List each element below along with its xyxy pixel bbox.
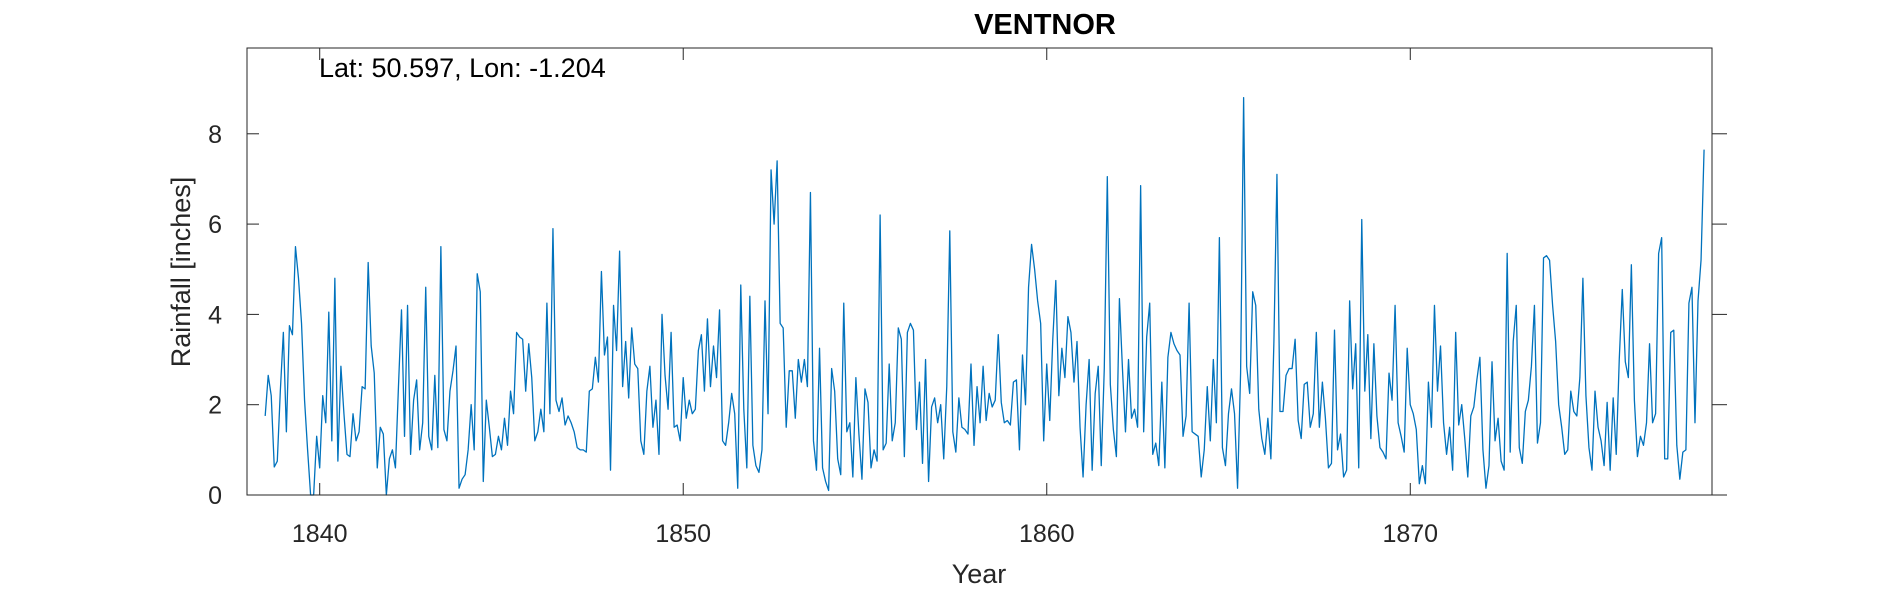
location-annotation: Lat: 50.597, Lon: -1.204 [319,53,606,83]
plot-area-border [246,47,1713,496]
x-tick-label: 1840 [292,520,348,548]
axis-tick-labels: 1840 1850 1860 1870 0 2 4 6 8 [208,121,1438,548]
x-tick-label: 1870 [1382,520,1438,548]
y-tick-label: 4 [208,301,222,329]
y-axis-label: Rainfall [inches] [166,177,196,368]
y-tick-label: 8 [208,121,222,149]
y-tick-label: 2 [208,392,222,420]
x-tick-label: 1850 [655,520,711,548]
x-axis-label: Year [952,559,1007,589]
chart-title: VENTNOR [974,9,1116,41]
y-tick-label: 6 [208,211,222,239]
y-tick-label: 0 [208,482,222,510]
axis-ticks [247,48,1727,496]
x-tick-label: 1860 [1019,520,1075,548]
rainfall-series-line [264,97,1705,496]
